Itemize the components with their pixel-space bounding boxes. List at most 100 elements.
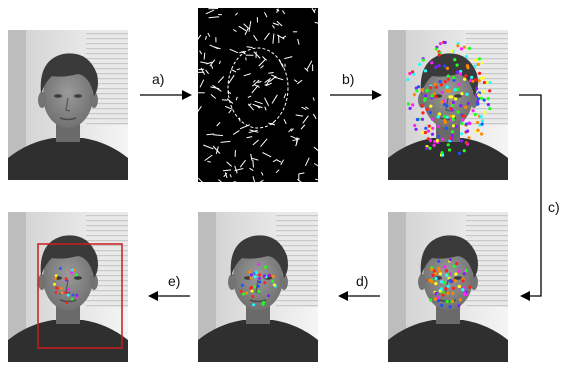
feature-point bbox=[434, 291, 438, 295]
feature-point bbox=[430, 94, 434, 98]
feature-point bbox=[432, 143, 436, 147]
edge-stroke bbox=[209, 44, 219, 50]
feature-point bbox=[466, 101, 470, 105]
feature-point bbox=[420, 104, 424, 108]
edge-head-outline bbox=[227, 47, 289, 129]
feature-point bbox=[443, 40, 447, 45]
edge-stroke bbox=[249, 167, 254, 172]
feature-point bbox=[452, 76, 456, 80]
edge-stroke bbox=[297, 178, 305, 186]
edge-stroke bbox=[206, 133, 215, 136]
feature-point bbox=[67, 288, 71, 291]
edge-stroke bbox=[260, 171, 264, 176]
feature-point bbox=[444, 126, 448, 130]
feature-point bbox=[440, 280, 444, 284]
feature-point bbox=[446, 77, 450, 81]
feature-point bbox=[462, 45, 466, 49]
edge-stroke bbox=[290, 128, 294, 132]
feature-point bbox=[257, 290, 261, 294]
edge-stroke bbox=[195, 34, 202, 43]
feature-point bbox=[60, 287, 63, 290]
feature-point bbox=[461, 288, 465, 292]
feature-point bbox=[448, 136, 452, 140]
edge-stroke bbox=[200, 61, 209, 64]
feature-point bbox=[449, 107, 453, 111]
face-bounding-box bbox=[37, 243, 123, 349]
feature-point bbox=[263, 274, 266, 278]
edge-stroke bbox=[290, 135, 299, 141]
edge-stroke bbox=[196, 105, 202, 114]
edge-stroke bbox=[271, 25, 275, 29]
feature-point bbox=[436, 296, 440, 300]
feature-point bbox=[428, 146, 432, 150]
feature-point bbox=[481, 90, 485, 94]
edge-stroke bbox=[297, 38, 300, 45]
feature-point bbox=[436, 115, 440, 119]
edge-stroke bbox=[262, 152, 272, 158]
feature-point bbox=[475, 120, 480, 125]
edge-stroke bbox=[258, 59, 266, 67]
feature-point bbox=[464, 105, 468, 109]
feature-point bbox=[473, 64, 477, 68]
feature-point bbox=[456, 44, 460, 48]
feature-point bbox=[447, 89, 452, 93]
edge-stroke bbox=[208, 16, 220, 19]
feature-point bbox=[250, 289, 254, 293]
edge-stroke bbox=[246, 46, 253, 48]
feature-point bbox=[459, 104, 463, 108]
feature-point bbox=[434, 276, 438, 281]
edge-stroke bbox=[283, 118, 287, 125]
feature-point bbox=[264, 265, 267, 269]
edge-stroke bbox=[218, 179, 224, 185]
feature-point bbox=[460, 139, 464, 143]
feature-point bbox=[486, 97, 490, 101]
feature-point bbox=[445, 104, 449, 108]
feature-point bbox=[433, 82, 437, 86]
feature-point bbox=[430, 267, 434, 272]
feature-point bbox=[54, 276, 57, 280]
edge-stroke bbox=[260, 138, 268, 148]
feature-point bbox=[429, 298, 433, 302]
edge-stroke bbox=[251, 79, 260, 87]
feature-point bbox=[439, 83, 444, 87]
feature-point bbox=[445, 273, 449, 277]
edge-stroke bbox=[245, 57, 247, 61]
panel-all-features bbox=[387, 29, 509, 181]
feature-point bbox=[430, 117, 435, 121]
feature-point bbox=[446, 74, 450, 78]
feature-point bbox=[412, 72, 416, 76]
feature-point bbox=[435, 139, 439, 143]
edge-stroke bbox=[253, 51, 261, 59]
arrow-a bbox=[140, 90, 192, 100]
edge-stroke bbox=[283, 93, 287, 99]
feature-point bbox=[429, 104, 433, 108]
feature-point bbox=[462, 149, 466, 153]
feature-point bbox=[434, 282, 438, 286]
feature-point bbox=[483, 111, 487, 115]
feature-point bbox=[70, 271, 74, 275]
feature-point bbox=[434, 65, 438, 69]
feature-point bbox=[480, 119, 485, 123]
feature-point bbox=[64, 277, 68, 280]
feature-point bbox=[470, 75, 474, 79]
edge-stroke bbox=[227, 74, 235, 84]
edge-stroke bbox=[288, 128, 292, 133]
edge-stroke bbox=[252, 79, 256, 83]
feature-point bbox=[434, 85, 438, 89]
feature-point bbox=[486, 103, 490, 107]
feature-point bbox=[466, 129, 470, 133]
edge-stroke bbox=[210, 86, 220, 90]
feature-point bbox=[421, 111, 425, 115]
feature-point bbox=[433, 272, 437, 276]
feature-point bbox=[253, 275, 257, 279]
edge-stroke bbox=[265, 82, 273, 87]
feature-point bbox=[457, 151, 461, 155]
arrow-e bbox=[148, 291, 190, 301]
edge-stroke bbox=[246, 136, 253, 139]
feature-point bbox=[459, 132, 464, 136]
feature-point bbox=[254, 271, 258, 274]
step-label-c: c) bbox=[548, 199, 560, 215]
feature-point bbox=[414, 86, 418, 90]
feature-point bbox=[434, 47, 438, 51]
